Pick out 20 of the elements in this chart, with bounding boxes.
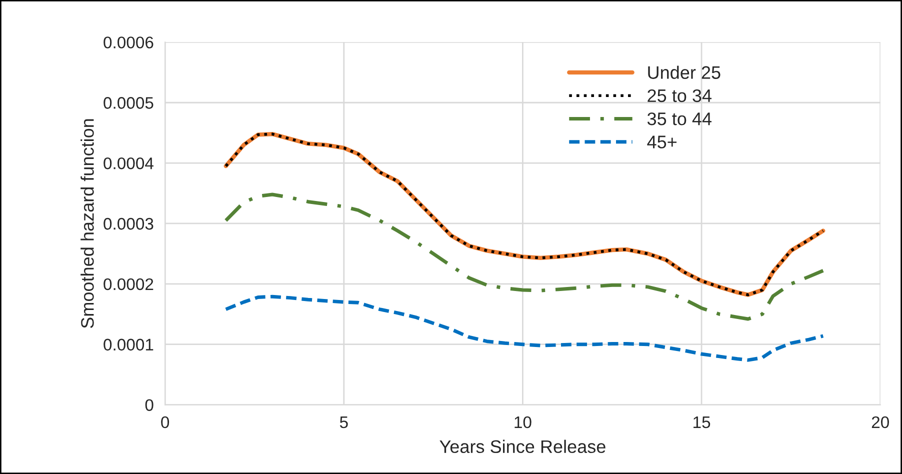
x-tick-label: 0 [161, 416, 170, 428]
y-tick-label: 0.0003 [104, 218, 154, 230]
line-series [224, 294, 825, 362]
x-tick-label: 10 [514, 416, 532, 428]
y-tick-label: 0.0005 [104, 97, 154, 109]
x-tick-label: 15 [694, 416, 710, 428]
y-tick-label: 0.0004 [104, 157, 154, 170]
y-tick-label: 0.0006 [104, 36, 154, 48]
legend-label: Under 25 [648, 66, 720, 79]
y-tick-label: 0 [145, 399, 154, 411]
y-tick-label: 0.0002 [104, 278, 154, 290]
x-tick-label: 5 [340, 416, 348, 428]
x-axis-title: Years Since Release [440, 440, 606, 454]
legend-label: 35 to 44 [647, 112, 712, 126]
x-tick-label: 20 [872, 416, 889, 428]
line-series [224, 192, 825, 321]
legend-label: 25 to 34 [648, 89, 712, 102]
y-axis-title: Smoothed hazard function [80, 119, 94, 328]
y-tick-label: 0.0001 [104, 338, 154, 351]
legend-label: 45+ [647, 136, 677, 148]
